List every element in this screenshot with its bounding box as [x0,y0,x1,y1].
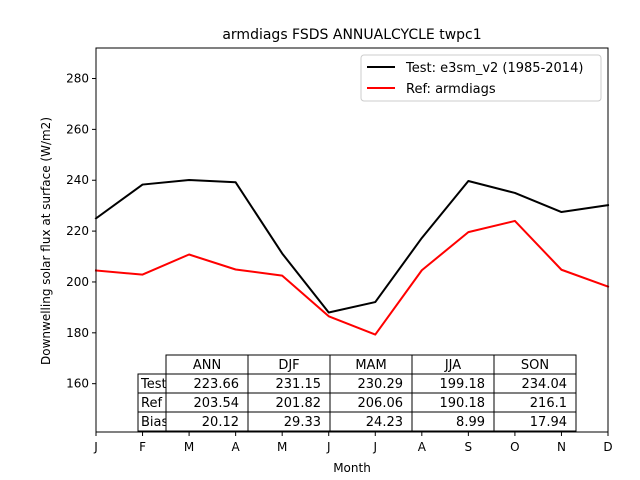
table-row-label: Ref [141,396,162,411]
y-tick-label: 280 [66,72,89,86]
y-tick-label: 160 [66,377,89,391]
table-cell-value: 206.06 [358,396,404,411]
y-tick-label: 200 [66,275,89,289]
plot-frame [95,47,609,433]
table-header-label: MAM [355,358,386,373]
x-tick-label: J [93,440,98,454]
x-tick-label: J [326,440,331,454]
stats-table: ANN DJF MAM JJA SON Test 223.66 231.15 230.29 199… [137,354,577,432]
x-tick-label: M [277,440,287,454]
x-tick-label: A [418,440,427,454]
table-cell-value: 199.18 [440,377,486,392]
y-tick-label: 240 [66,173,89,187]
table-cell-value: 201.82 [276,396,322,411]
x-axis-label: Month [333,461,371,475]
y-tick-label: 220 [66,224,89,238]
table-cell-value: 190.18 [440,396,486,411]
legend: Test: e3sm_v2 (1985-2014) Ref: armdiags [360,54,602,102]
x-tick-label: D [603,440,612,454]
table-cell-value: 20.12 [202,415,239,430]
table-cell-value: 223.66 [194,377,240,392]
x-tick-label: M [184,440,194,454]
table-header-label: DJF [278,358,299,373]
chart-title: armdiags FSDS ANNUALCYCLE twpc1 [222,27,481,43]
y-axis-ticks: 160 180 200 220 240 260 280 [66,72,96,391]
plot-series [94,178,610,336]
table-header-label: JJA [444,358,461,373]
x-tick-label: F [139,440,146,454]
table-header-label: SON [521,358,549,373]
x-tick-label: A [232,440,241,454]
x-tick-label: J [372,440,377,454]
table-cell-value: 29.33 [284,415,321,430]
series-line-ref [94,219,610,336]
x-tick-label: O [510,440,519,454]
table-cell [493,411,577,432]
y-tick-label: 180 [66,326,89,340]
table-cell-value: 203.54 [194,396,240,411]
table-cell-value: 216.1 [530,396,567,411]
legend-box [360,54,602,102]
series-line-test [94,178,610,314]
legend-label-ref: Ref: armdiags [406,82,496,97]
legend-label-test: Test: e3sm_v2 (1985-2014) [405,61,583,76]
table-cell-value: 17.94 [530,415,567,430]
x-tick-label: N [557,440,566,454]
table-cell-value: 8.99 [456,415,485,430]
y-axis-label: Downwelling solar flux at surface (W/m2) [39,117,53,365]
table-row-label: Bias [141,415,168,430]
x-tick-label: S [465,440,473,454]
table-cell-value: 234.04 [522,377,568,392]
table-cell-value: 24.23 [366,415,403,430]
table-cell-value: 231.15 [276,377,322,392]
table-header-label: ANN [193,358,221,373]
y-tick-label: 260 [66,122,89,136]
table-cell-value: 230.29 [358,377,404,392]
table-row-label: Test [140,377,167,392]
